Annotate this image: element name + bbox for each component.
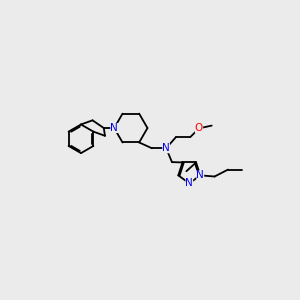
Text: N: N bbox=[185, 178, 193, 188]
Text: O: O bbox=[195, 123, 203, 134]
Text: N: N bbox=[110, 123, 118, 133]
Text: N: N bbox=[196, 170, 204, 180]
Text: N: N bbox=[162, 143, 170, 153]
